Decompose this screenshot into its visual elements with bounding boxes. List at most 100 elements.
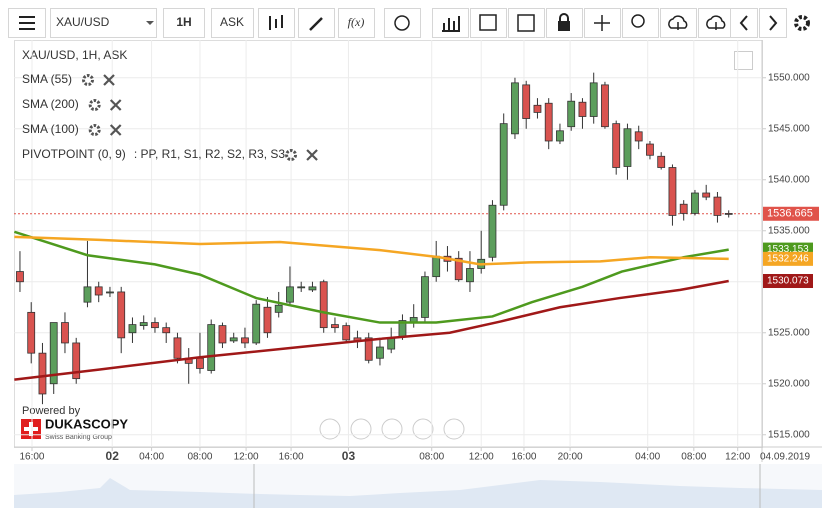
symbol-select[interactable]	[50, 8, 157, 38]
candle-body	[601, 84, 609, 128]
candle-body	[387, 337, 396, 350]
dropdown-arrow	[146, 21, 154, 25]
chart-type-icon	[269, 15, 283, 30]
timeframe-button[interactable]	[163, 8, 205, 38]
lock-icon	[558, 21, 570, 31]
toolbar: XAU/USD 1H ASK f(x)	[8, 8, 810, 38]
candle-body	[61, 322, 69, 344]
candle-body	[522, 84, 531, 119]
timeframe: 1H	[176, 15, 191, 29]
function-label: f(x)	[348, 15, 365, 29]
remove-icon[interactable]	[306, 149, 318, 161]
candle-body	[567, 100, 576, 128]
candle-body	[657, 155, 666, 168]
candle-body	[342, 325, 351, 341]
y-tick-label: 1520.000	[768, 378, 810, 389]
calendar-button[interactable]	[470, 8, 507, 38]
indicator-button[interactable]	[432, 8, 469, 38]
y-tick-label: 1525.000	[768, 327, 810, 338]
candle-body	[16, 271, 24, 283]
last-value-label: 1533.153	[767, 244, 809, 255]
candle-body	[263, 306, 272, 334]
candle-body	[173, 337, 182, 359]
settings-icon[interactable]	[88, 99, 101, 111]
legend-entry: SMA (55)	[22, 72, 72, 86]
candle-body	[331, 324, 339, 329]
plot-frame	[14, 40, 763, 448]
candle-body	[94, 286, 103, 296]
y-tick-label: 1545.000	[768, 123, 810, 134]
side-button[interactable]	[211, 8, 254, 38]
popout-button[interactable]	[734, 51, 753, 70]
pivot-level: S1,	[180, 147, 201, 161]
x-tick-label: 12:00	[234, 452, 259, 463]
candle-body	[488, 204, 497, 258]
settings-icon[interactable]	[285, 149, 298, 161]
x-tick-label: 12:00	[725, 452, 750, 463]
remove-icon[interactable]	[103, 74, 115, 86]
candle-body	[544, 102, 553, 142]
candle-body	[229, 337, 238, 342]
candle-body	[151, 322, 159, 329]
candle-body	[589, 82, 598, 117]
info-icon	[394, 15, 410, 31]
forward-icon	[769, 15, 778, 31]
candle-body	[207, 324, 216, 371]
remove-icon[interactable]	[109, 124, 122, 136]
y-tick-label: 1550.000	[768, 72, 810, 83]
y-tick-label: 1540.000	[768, 174, 810, 185]
scroll-left[interactable]	[319, 418, 341, 440]
candle-body	[499, 123, 508, 206]
template-button[interactable]	[508, 8, 545, 38]
tagline: Swiss Banking Group	[45, 434, 112, 441]
reset[interactable]	[381, 418, 403, 440]
candle-body	[634, 131, 643, 142]
x-tick-label: 08:00	[681, 452, 706, 463]
candle-body	[297, 286, 306, 289]
indicator-icon	[442, 16, 460, 32]
legend-entry: SMA (100)	[22, 122, 79, 136]
date-label: 04.09.2019	[760, 452, 810, 463]
candle-body	[376, 346, 384, 359]
candle-body	[668, 167, 677, 216]
candle-body	[466, 268, 474, 283]
candle-body	[646, 143, 654, 156]
settings-icon[interactable]	[794, 15, 810, 31]
remove-icon[interactable]	[109, 99, 122, 111]
candle-body	[196, 357, 204, 369]
candle-body	[139, 322, 148, 327]
candle-body	[117, 291, 126, 339]
scroll-right[interactable]	[443, 418, 465, 440]
candle-body	[364, 337, 373, 361]
candle-body	[274, 304, 283, 313]
candle-body	[578, 101, 587, 117]
forward-button[interactable]	[759, 8, 787, 38]
back-button[interactable]	[730, 8, 758, 38]
zoom-icon	[631, 14, 645, 28]
plot	[14, 40, 762, 447]
candle-body	[162, 327, 171, 334]
draw-icon	[309, 17, 323, 31]
zoom-out[interactable]	[350, 418, 372, 440]
back-icon	[739, 15, 748, 31]
settings-icon[interactable]	[88, 124, 101, 136]
candle-body	[72, 342, 81, 380]
upload-icon	[668, 15, 688, 30]
candle-body	[241, 337, 249, 344]
settings-icon[interactable]	[82, 74, 95, 86]
candle-body	[679, 203, 688, 214]
candle-body	[106, 291, 114, 294]
y-tick-label: 1535.000	[768, 225, 810, 236]
crosshair-icon	[594, 15, 610, 31]
zoom-button[interactable]	[622, 8, 659, 38]
x-tick-label: 16:00	[19, 452, 44, 463]
sma-line	[14, 279, 729, 381]
candle-body	[421, 276, 429, 318]
candle-body	[252, 303, 261, 344]
zoom-in[interactable]	[412, 418, 434, 440]
sma-line	[14, 235, 729, 266]
info-button[interactable]	[384, 8, 421, 38]
chart-title: XAU/USD, 1H, ASK	[22, 48, 127, 62]
function-button[interactable]	[338, 8, 375, 38]
pivot-level: S2,	[224, 147, 245, 161]
